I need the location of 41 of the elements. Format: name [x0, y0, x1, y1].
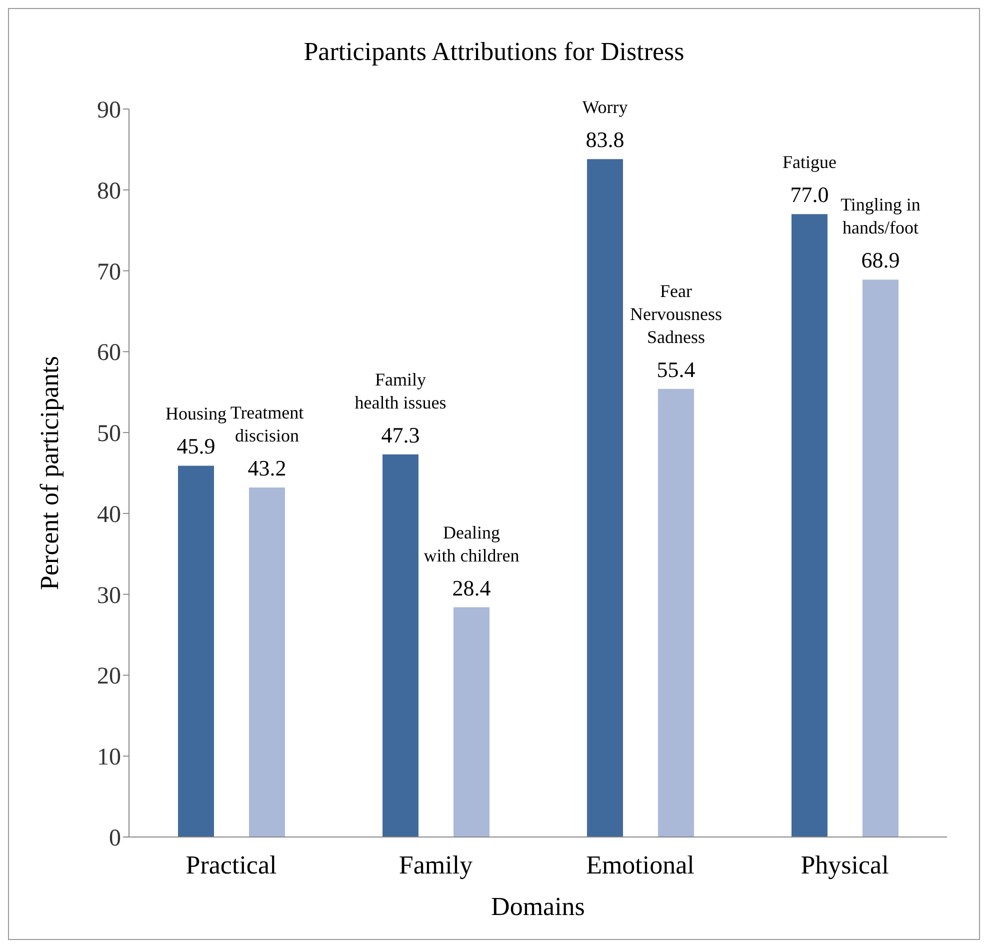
- data-label: 83.8: [586, 127, 624, 152]
- data-label: 43.2: [248, 456, 286, 481]
- y-tick-label: 30: [97, 582, 121, 609]
- bar: [792, 214, 828, 837]
- data-label: 68.9: [861, 248, 900, 273]
- bar: [454, 607, 490, 837]
- bar: [862, 280, 898, 837]
- annotation: Fear Nervousness Sadness: [630, 280, 722, 347]
- y-tick-label: 60: [97, 340, 121, 366]
- y-tick-label: 40: [97, 502, 121, 528]
- annotation: Treatment discision: [230, 402, 304, 446]
- y-tick-label: 20: [97, 664, 121, 690]
- bar: [587, 159, 623, 837]
- bar: [382, 454, 418, 837]
- annotation: Fatigue: [782, 152, 836, 172]
- bar: [178, 466, 214, 837]
- bar: [658, 388, 694, 837]
- chart-title: Participants Attributions for Distress: [302, 37, 686, 67]
- y-tick-label: 90: [97, 98, 121, 124]
- x-tick-label: Emotional: [586, 850, 694, 880]
- y-tick-label: 70: [97, 259, 121, 286]
- data-label: 47.3: [381, 422, 420, 448]
- y-tick-label: 80: [97, 178, 121, 204]
- x-tick-label: Family: [398, 850, 473, 880]
- bar: [249, 488, 285, 837]
- y-tick-label: 50: [97, 421, 121, 448]
- data-label: 77.0: [790, 182, 829, 208]
- annotation: Housing: [165, 404, 227, 424]
- x-tick-label: Physical: [800, 850, 889, 880]
- data-label: 45.9: [176, 434, 216, 459]
- y-axis-title: Percent of participants: [35, 356, 64, 590]
- annotation: Worry: [582, 97, 628, 118]
- x-tick-label: Practical: [186, 850, 277, 880]
- x-axis-title: Domains: [491, 892, 585, 921]
- annotation: Tingling in hands/foot: [840, 194, 920, 238]
- y-tick-label: 0: [109, 826, 121, 852]
- annotation: Dealing with children: [424, 522, 520, 566]
- annotation: Family health issues: [354, 369, 446, 412]
- data-label: 28.4: [452, 575, 491, 600]
- data-label: 55.4: [656, 356, 696, 382]
- y-tick-label: 10: [97, 744, 121, 771]
